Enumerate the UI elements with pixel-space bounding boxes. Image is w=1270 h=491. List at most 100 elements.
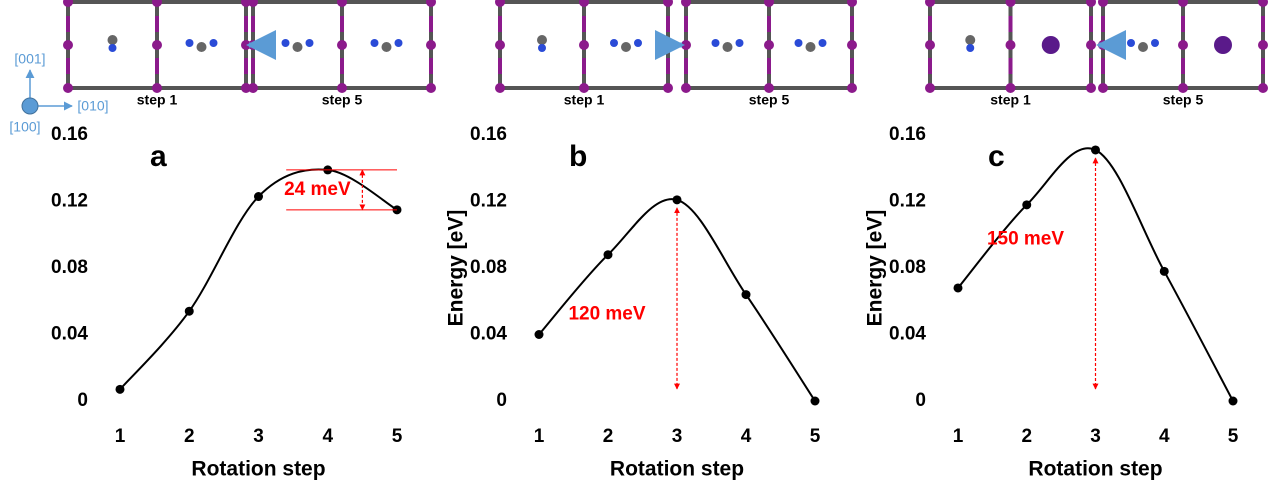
x-tick-label: 3 <box>253 426 264 447</box>
direction-label: [100] <box>9 119 40 135</box>
atom <box>108 35 118 45</box>
x-axis-label: Rotation step <box>610 458 744 481</box>
atom <box>426 83 436 93</box>
annotation-text: 150 meV <box>987 228 1064 249</box>
atom <box>1258 83 1268 93</box>
y-tick-label: 0 <box>915 390 926 411</box>
atom <box>681 83 691 93</box>
y-tick-label: 0.08 <box>889 257 926 278</box>
atom <box>538 44 546 52</box>
atom <box>282 39 290 47</box>
energy-curve <box>120 169 397 389</box>
atom <box>847 40 857 50</box>
atom <box>634 39 642 47</box>
atom <box>152 40 162 50</box>
y-tick-label: 0 <box>77 390 88 411</box>
atom <box>248 83 258 93</box>
x-axis-label: Rotation step <box>1028 458 1162 481</box>
data-point <box>535 330 544 339</box>
x-tick-label: 1 <box>534 426 545 447</box>
data-point <box>673 195 682 204</box>
atom <box>819 39 827 47</box>
atom <box>426 40 436 50</box>
atom <box>1006 40 1016 50</box>
atom <box>966 44 974 52</box>
atom <box>197 42 207 52</box>
x-tick-label: 2 <box>603 426 614 447</box>
y-tick-label: 0.04 <box>51 324 88 345</box>
panel-letter: b <box>569 140 587 173</box>
atom <box>109 44 117 52</box>
y-tick-label: 0 <box>496 390 507 411</box>
x-tick-label: 4 <box>322 426 333 447</box>
atom <box>1086 40 1096 50</box>
step-label: step 5 <box>322 92 363 108</box>
atom <box>495 40 505 50</box>
data-point <box>1091 145 1100 154</box>
step-label: step 5 <box>1163 92 1204 108</box>
atom <box>681 40 691 50</box>
atom <box>736 39 744 47</box>
y-tick-label: 0.16 <box>51 124 88 145</box>
x-tick-label: 3 <box>1090 426 1101 447</box>
structure-image <box>681 0 857 93</box>
y-axis-label: Energy [eV] <box>445 210 468 327</box>
x-tick-label: 5 <box>810 426 821 447</box>
figure: [001] [010] [100] step 1 step 5 0 0.04 0.08 0… <box>0 0 1270 486</box>
atom <box>382 42 392 52</box>
data-point <box>254 192 263 201</box>
structure-image <box>495 0 673 93</box>
atom <box>186 39 194 47</box>
atom <box>663 83 673 93</box>
y-tick-label: 0.08 <box>51 257 88 278</box>
x-tick-label: 1 <box>953 426 964 447</box>
y-tick-label: 0.16 <box>889 124 926 145</box>
x-tick-label: 2 <box>184 426 195 447</box>
atom <box>293 42 303 52</box>
atom <box>579 40 589 50</box>
atom <box>1127 39 1135 47</box>
data-point <box>1229 397 1238 406</box>
atom <box>337 40 347 50</box>
atom <box>1258 40 1268 50</box>
structure-image <box>248 0 436 93</box>
x-tick-label: 3 <box>672 426 683 447</box>
x-tick-label: 4 <box>1159 426 1170 447</box>
y-axis-label: Energy [eV] <box>864 210 887 327</box>
atom <box>764 40 774 50</box>
direction-label: [001] <box>14 51 45 67</box>
atom <box>1151 39 1159 47</box>
x-tick-label: 4 <box>741 426 752 447</box>
atom <box>610 39 618 47</box>
atom <box>210 39 218 47</box>
x-tick-label: 5 <box>392 426 403 447</box>
structure-image <box>63 0 251 93</box>
atom <box>1098 83 1108 93</box>
data-point <box>1022 200 1031 209</box>
data-point <box>116 385 125 394</box>
annotation-text: 24 meV <box>284 179 351 200</box>
data-point <box>954 283 963 292</box>
atom <box>1042 36 1060 54</box>
atom <box>925 83 935 93</box>
x-tick-label: 5 <box>1228 426 1239 447</box>
atom <box>395 39 403 47</box>
annotation-text: 120 meV <box>568 303 645 324</box>
y-tick-label: 0.16 <box>470 124 507 145</box>
panel-letter: c <box>988 140 1005 173</box>
y-tick-label: 0.08 <box>470 257 507 278</box>
direction-label: [010] <box>77 98 108 114</box>
atom <box>63 83 73 93</box>
y-tick-label: 0.04 <box>470 324 507 345</box>
x-tick-label: 2 <box>1021 426 1032 447</box>
step-label: step 1 <box>990 92 1031 108</box>
atom <box>371 39 379 47</box>
data-point <box>185 307 194 316</box>
y-tick-label: 0.12 <box>470 191 507 212</box>
x-axis-label: Rotation step <box>191 458 325 481</box>
atom <box>537 35 547 45</box>
atom <box>795 39 803 47</box>
data-point <box>1160 267 1169 276</box>
atom <box>663 40 673 50</box>
panel-letter: a <box>150 140 167 173</box>
